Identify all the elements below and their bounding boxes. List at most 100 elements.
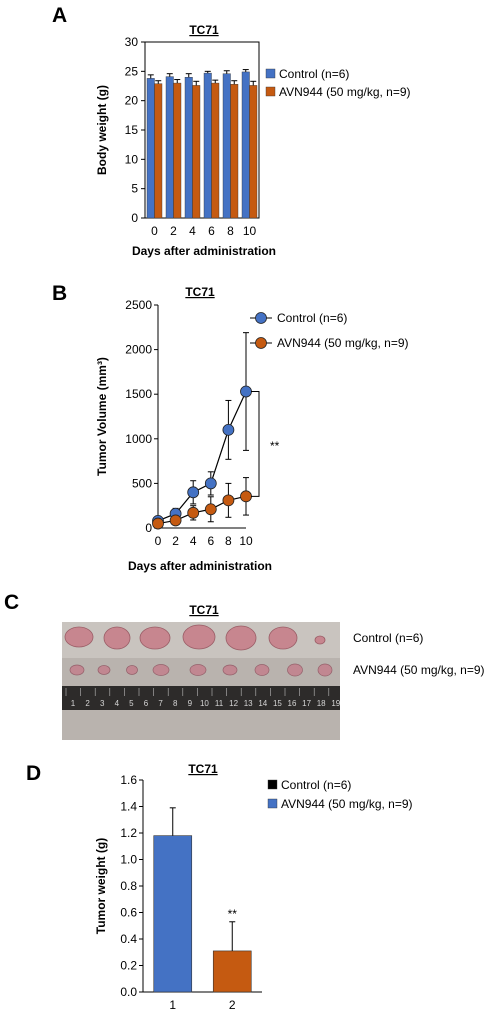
chart-a-bar-avn944 [249,85,258,219]
chart-d-title: TC71 [188,762,218,776]
tumor-avn944 [189,664,207,676]
chart-b-point-avn944 [169,514,182,527]
chart-a-xtick-label: 4 [189,224,196,238]
chart-a-ytick-label: 25 [125,64,139,78]
chart-d-legend-swatch [267,779,278,790]
tumor-avn944 [317,663,333,677]
chart-d-xtick-label: 2 [229,998,236,1012]
ruler-number: 3 [100,699,105,708]
chart-a-xtick-label: 0 [151,224,158,238]
chart-b-ytick-label: 500 [132,476,152,490]
panel-label-b: B [52,282,67,305]
tumors-avn944-row [69,663,333,677]
chart-d-bar [153,835,193,993]
chart-b-point-avn944 [204,503,217,516]
chart-a-bar-control [146,78,155,219]
tumor-control [225,625,257,651]
chart-a-xtick-label: 8 [227,224,234,238]
photo-row2-label: AVN944 (50 mg/kg, n=9) [353,663,485,677]
ruler-number: 1 [71,699,76,708]
ruler-number: 11 [215,699,224,708]
chart-a-bar-avn944 [230,84,239,219]
tumor-control [103,626,131,650]
chart-a-bar-control [203,72,212,219]
chart-d-ytick-label: 1.2 [120,826,137,840]
ruler-number: 14 [258,699,267,708]
chart-b-point-avn944 [187,506,200,519]
chart-b-xtick-label: 8 [225,534,232,548]
chart-d-significance-label: ** [228,907,238,921]
chart-a-ytick-label: 0 [131,211,138,225]
chart-d-ytick-label: 0.2 [120,959,137,973]
chart-b-point-avn944 [222,494,235,507]
chart-d-ytick-label: 0.6 [120,906,137,920]
chart-d-ytick-label: 0.8 [120,879,137,893]
tumor-avn944 [287,663,303,677]
photo-title: TC71 [189,603,219,617]
tumor-avn944 [97,665,111,675]
chart-d-legend-label: Control (n=6) [281,778,351,792]
chart-a-ytick-label: 30 [125,35,139,49]
chart-a-ytick-label: 10 [125,152,139,166]
ruler-number: 4 [115,699,120,708]
chart-a-bar-avn944 [211,82,220,219]
tumor-control [182,624,216,650]
chart-b-point-control [187,486,200,499]
chart-b-point-control [204,477,217,490]
chart-d-bar [212,950,252,993]
chart-a-bar-control [222,73,231,219]
chart-b-xtick-label: 4 [190,534,197,548]
chart-b-ytick-label: 2500 [125,298,152,312]
panel-label-c: C [4,591,19,614]
ruler-ticks: 1 2 3 4 5 6 7 8 9 10 11 12 13 14 15 16 17 18 19 [65,688,341,708]
chart-b-xtick-label: 2 [172,534,179,548]
chart-a-bar-control [165,76,174,219]
chart-a-ylabel: Body weight (g) [95,85,109,175]
chart-b-ylabel: Tumor Volume (mm³) [95,357,109,476]
ruler-number: 19 [331,699,340,708]
tumor-control [139,626,171,650]
ruler-number: 13 [244,699,253,708]
chart-d-ytick-label: 1.4 [120,800,137,814]
chart-b-ytick-label: 1500 [125,387,152,401]
chart-b-xlabel: Days after administration [128,559,272,573]
chart-d-ytick-label: 0.0 [120,985,137,999]
chart-a-xtick-label: 10 [243,224,257,238]
tumor-avn944 [222,664,238,676]
chart-a-legend-swatch [265,68,276,79]
ruler-number: 6 [144,699,149,708]
chart-b-legend-label: AVN944 (50 mg/kg, n=9) [277,336,409,350]
tumor-control [64,626,94,648]
chart-d-legend-label: AVN944 (50 mg/kg, n=9) [281,797,413,811]
tumor-avn944 [69,664,85,676]
chart-a-title: TC71 [189,23,219,37]
ruler-number: 12 [229,699,238,708]
chart-b-point-control [222,423,235,436]
ruler-number: 18 [317,699,326,708]
tumor-avn944 [126,665,138,675]
panel-label-a: A [52,4,67,27]
chart-a-legend-label: AVN944 (50 mg/kg, n=9) [279,85,411,99]
chart-a-legend-swatch [265,86,276,97]
chart-d-ytick-label: 1.6 [120,773,137,787]
chart-d-ytick-label: 1.0 [120,853,137,867]
ruler-number: 8 [173,699,178,708]
chart-b-point-avn944 [240,490,252,503]
chart-d-tumor-weight: 0.0 0.2 0.4 0.6 0.8 1.0 1.2 1.4 1.6 1 2 ** TC71 Tumor… [94,762,413,1012]
chart-a-bar-avn944 [154,83,163,219]
chart-d-ytick-label: 0.4 [120,932,137,946]
chart-b-significance-bracket [251,391,260,497]
chart-b-point-avn944 [152,517,164,530]
ruler-number: 7 [158,699,163,708]
chart-a-legend-label: Control (n=6) [279,67,349,81]
tumor-photo: TC71 1 2 3 4 5 6 7 8 9 10 11 12 13 14 15 16 17 18 19 Contr… [62,603,485,740]
ruler-number: 2 [85,699,90,708]
chart-a-xtick-label: 6 [208,224,215,238]
chart-b-xtick-label: 10 [239,534,253,548]
ruler-number: 10 [200,699,209,708]
chart-a-bar-control [184,76,193,219]
chart-a-xtick-label: 2 [170,224,177,238]
tumor-control [314,635,326,645]
chart-b-significance-label: ** [270,439,280,453]
